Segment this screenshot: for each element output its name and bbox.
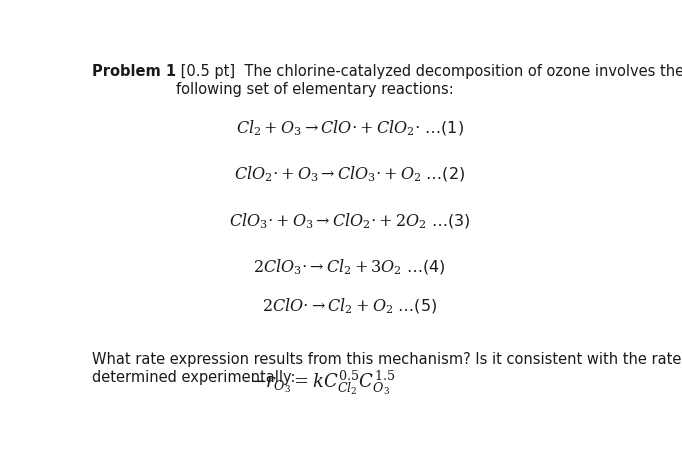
Text: Problem 1: Problem 1 (91, 64, 176, 79)
Text: $-r_{O_3} = kC_{Cl_2}^{0.5}C_{O_3}^{1.5}$: $-r_{O_3} = kC_{Cl_2}^{0.5}C_{O_3}^{1.5}… (250, 369, 396, 397)
Text: What rate expression results from this mechanism? Is it consistent with the rate: What rate expression results from this m… (91, 353, 682, 385)
Text: $\mathit{ClO_3{\cdot} + O_3 \rightarrow ClO_2{\cdot} + 2O_2}$ …(3): $\mathit{ClO_3{\cdot} + O_3 \rightarrow … (228, 211, 471, 231)
Text: $\mathit{Cl_2 + O_3 \rightarrow ClO{\cdot} + ClO_2{\cdot}}$ …(1): $\mathit{Cl_2 + O_3 \rightarrow ClO{\cdo… (235, 119, 464, 138)
Text: $\mathit{2ClO_3{\cdot} \rightarrow Cl_2 + 3O_2}$ …(4): $\mathit{2ClO_3{\cdot} \rightarrow Cl_2 … (253, 257, 446, 277)
Text: $\mathit{ClO_2{\cdot} + O_3 \rightarrow ClO_3{\cdot} + O_2}$ …(2): $\mathit{ClO_2{\cdot} + O_3 \rightarrow … (234, 165, 465, 184)
Text: [0.5 pt]  The chlorine-catalyzed decomposition of ozone involves the
following s: [0.5 pt] The chlorine-catalyzed decompos… (176, 64, 682, 97)
Text: $\mathit{2ClO{\cdot} \rightarrow Cl_2 + O_2}$ …(5): $\mathit{2ClO{\cdot} \rightarrow Cl_2 + … (262, 297, 437, 316)
